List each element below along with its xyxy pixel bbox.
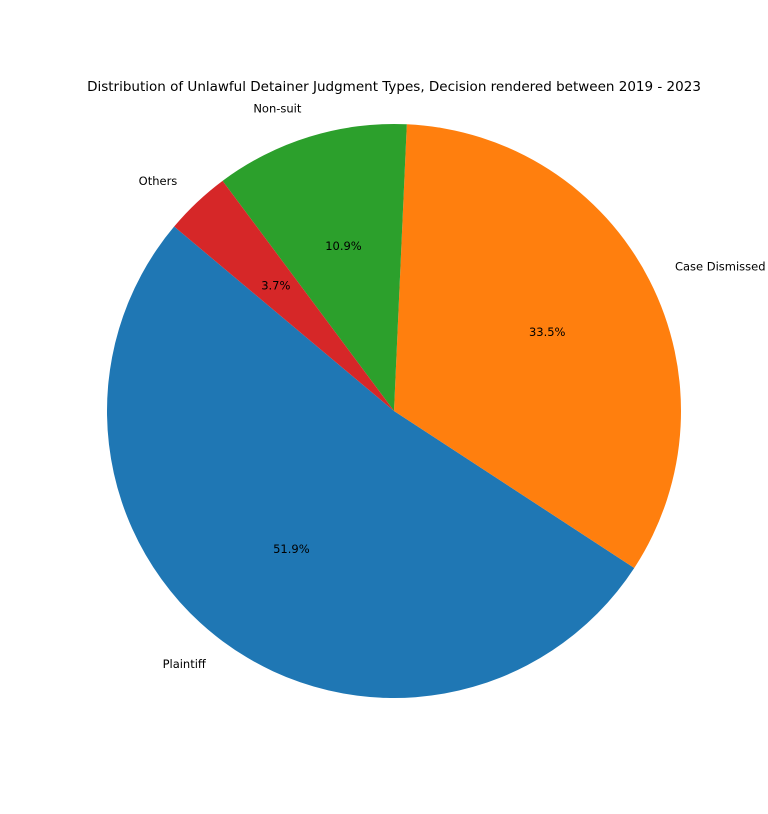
pie-slices [106,124,681,699]
pie-labels: 51.9% Plaintiff 33.5% Case Dismissed 10.9% No… [139,102,766,671]
pie-slice-case-dismissed [394,124,681,568]
category-label-others: Others [139,174,178,188]
pct-label-plaintiff: 51.9% [273,542,310,556]
pct-label-non-suit: 10.9% [325,239,362,253]
category-label-non-suit: Non-suit [253,102,302,116]
pct-label-case-dismissed: 33.5% [529,325,566,339]
pct-label-others: 3.7% [261,278,290,292]
pie-slice-plaintiff [106,226,635,699]
category-label-plaintiff: Plaintiff [163,657,207,671]
pie-slice-non-suit [222,124,407,411]
category-label-case-dismissed: Case Dismissed [675,259,766,273]
pie-slice-others [174,180,394,411]
chart-title: Distribution of Unlawful Detainer Judgme… [87,79,701,95]
